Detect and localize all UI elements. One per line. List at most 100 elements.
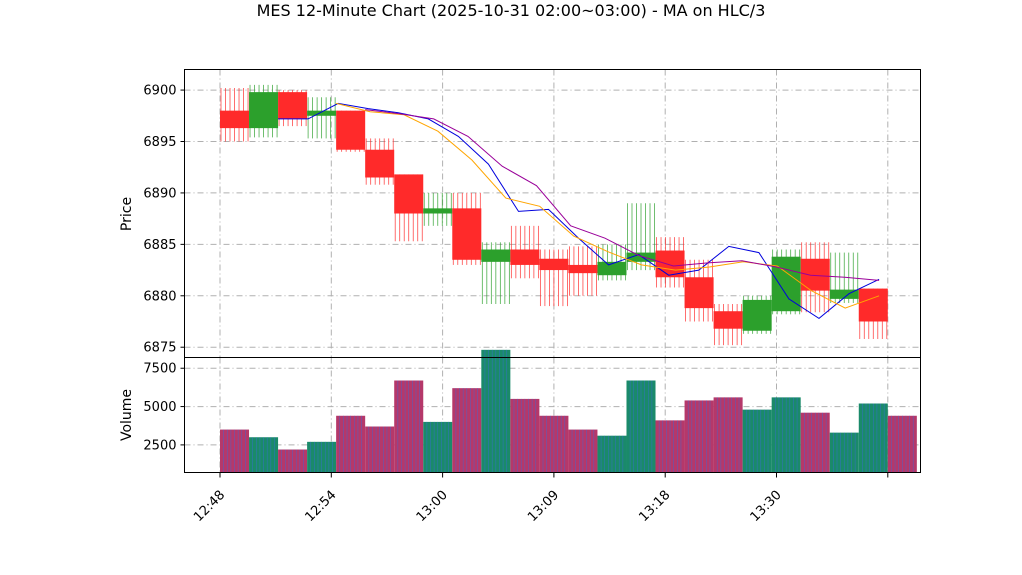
price-candle bbox=[800, 242, 830, 313]
price-candle bbox=[539, 249, 569, 307]
candle-body bbox=[365, 149, 395, 178]
price-y-ticks: 6875 6880 6885 6890 6895 6900 bbox=[143, 84, 185, 356]
price-candle bbox=[423, 192, 453, 226]
time-tick-label: 13:00 bbox=[414, 488, 451, 525]
chart-title: MES 12-Minute Chart (2025-10-31 02:00~03… bbox=[257, 1, 766, 20]
candle-body bbox=[858, 288, 888, 322]
time-tick-label: 12:48 bbox=[191, 488, 228, 525]
price-candle bbox=[829, 252, 859, 303]
price-candle bbox=[365, 138, 395, 185]
price-candle bbox=[481, 242, 511, 305]
price-candle bbox=[336, 110, 366, 152]
ma-line-ma_slow bbox=[365, 109, 880, 281]
volume-tick-label: 7500 bbox=[143, 362, 176, 377]
price-candle bbox=[568, 246, 598, 296]
price-tick-label: 6885 bbox=[143, 238, 176, 253]
volume-bar bbox=[336, 415, 366, 473]
volume-bars bbox=[220, 349, 917, 473]
candle-body bbox=[655, 250, 685, 278]
volume-bar bbox=[858, 403, 888, 473]
candle-body bbox=[423, 208, 453, 214]
price-tick-label: 6895 bbox=[143, 135, 176, 150]
volume-bar bbox=[742, 409, 772, 473]
candle-body bbox=[829, 289, 859, 299]
price-candle bbox=[771, 249, 801, 315]
volume-bar bbox=[684, 400, 714, 473]
volume-bar bbox=[539, 415, 569, 473]
candle-body bbox=[278, 92, 308, 119]
volume-bar bbox=[249, 437, 279, 473]
candle-body bbox=[220, 110, 250, 129]
price-candle bbox=[220, 88, 250, 142]
volume-bar bbox=[655, 420, 685, 473]
candle-body bbox=[452, 208, 482, 260]
time-x-ticks: 12:48 12:54 13:00 13:09 13:18 13:30 bbox=[191, 472, 889, 525]
price-candle bbox=[394, 174, 424, 242]
candle-body bbox=[481, 249, 511, 262]
price-axis-label: Price bbox=[119, 197, 135, 231]
volume-bar bbox=[365, 426, 395, 473]
volume-bar bbox=[713, 397, 743, 473]
price-candle bbox=[713, 304, 743, 346]
volume-bar bbox=[568, 429, 598, 473]
candle-body bbox=[713, 311, 743, 329]
price-candle bbox=[597, 244, 627, 281]
time-tick-label: 13:18 bbox=[636, 488, 673, 525]
price-moving-averages bbox=[278, 102, 880, 320]
time-tick-label: 12:54 bbox=[302, 488, 339, 525]
price-candle bbox=[684, 259, 714, 322]
volume-bar bbox=[771, 397, 801, 473]
candle-body bbox=[771, 256, 801, 312]
price-candle bbox=[510, 225, 540, 279]
candle-body bbox=[684, 277, 714, 309]
price-tick-label: 6900 bbox=[143, 84, 176, 99]
volume-axis-label: Volume bbox=[119, 389, 135, 441]
time-tick-label: 13:09 bbox=[525, 488, 562, 525]
candle-body bbox=[394, 174, 424, 214]
volume-bar bbox=[626, 380, 656, 473]
price-candle bbox=[858, 288, 888, 339]
volume-bar bbox=[452, 388, 482, 473]
volume-panel-frame bbox=[184, 357, 921, 473]
candle-body bbox=[626, 252, 656, 262]
price-tick-label: 6875 bbox=[143, 341, 176, 356]
price-candle bbox=[307, 97, 337, 139]
candle-body bbox=[742, 299, 772, 331]
volume-bar bbox=[510, 398, 540, 473]
price-candle bbox=[278, 90, 308, 127]
volume-bar bbox=[394, 380, 424, 473]
ma-line-ma_mid bbox=[335, 102, 880, 309]
volume-bar bbox=[597, 435, 627, 473]
volume-bar bbox=[278, 449, 308, 473]
price-candle bbox=[655, 237, 685, 288]
volume-panel: 2500 5000 7500 Volume bbox=[119, 349, 921, 473]
volume-tick-label: 2500 bbox=[143, 438, 176, 453]
candle-body bbox=[510, 249, 540, 265]
price-candle bbox=[626, 203, 656, 271]
volume-bar bbox=[423, 421, 453, 473]
volume-tick-label: 5000 bbox=[143, 400, 176, 415]
volume-bar bbox=[887, 415, 917, 473]
price-tick-label: 6890 bbox=[143, 186, 176, 201]
candle-body bbox=[568, 264, 598, 274]
volume-bar bbox=[220, 429, 250, 473]
price-tick-label: 6880 bbox=[143, 289, 176, 304]
price-candle bbox=[249, 84, 279, 138]
time-tick-label: 13:30 bbox=[748, 488, 785, 525]
volume-y-ticks: 2500 5000 7500 bbox=[143, 362, 185, 453]
candle-body bbox=[307, 110, 337, 116]
candle-body bbox=[249, 92, 279, 129]
volume-bar bbox=[481, 349, 511, 473]
price-candle bbox=[452, 192, 482, 265]
candle-body bbox=[539, 258, 569, 271]
volume-bar bbox=[800, 412, 830, 473]
candle-body bbox=[800, 258, 830, 291]
candle-body bbox=[336, 110, 366, 150]
price-candle bbox=[742, 295, 772, 334]
price-panel: 6875 6880 6885 6890 6895 6900 Price bbox=[119, 69, 921, 358]
candle-body bbox=[597, 261, 627, 276]
volume-bar bbox=[829, 432, 859, 473]
volume-bar bbox=[307, 441, 337, 473]
